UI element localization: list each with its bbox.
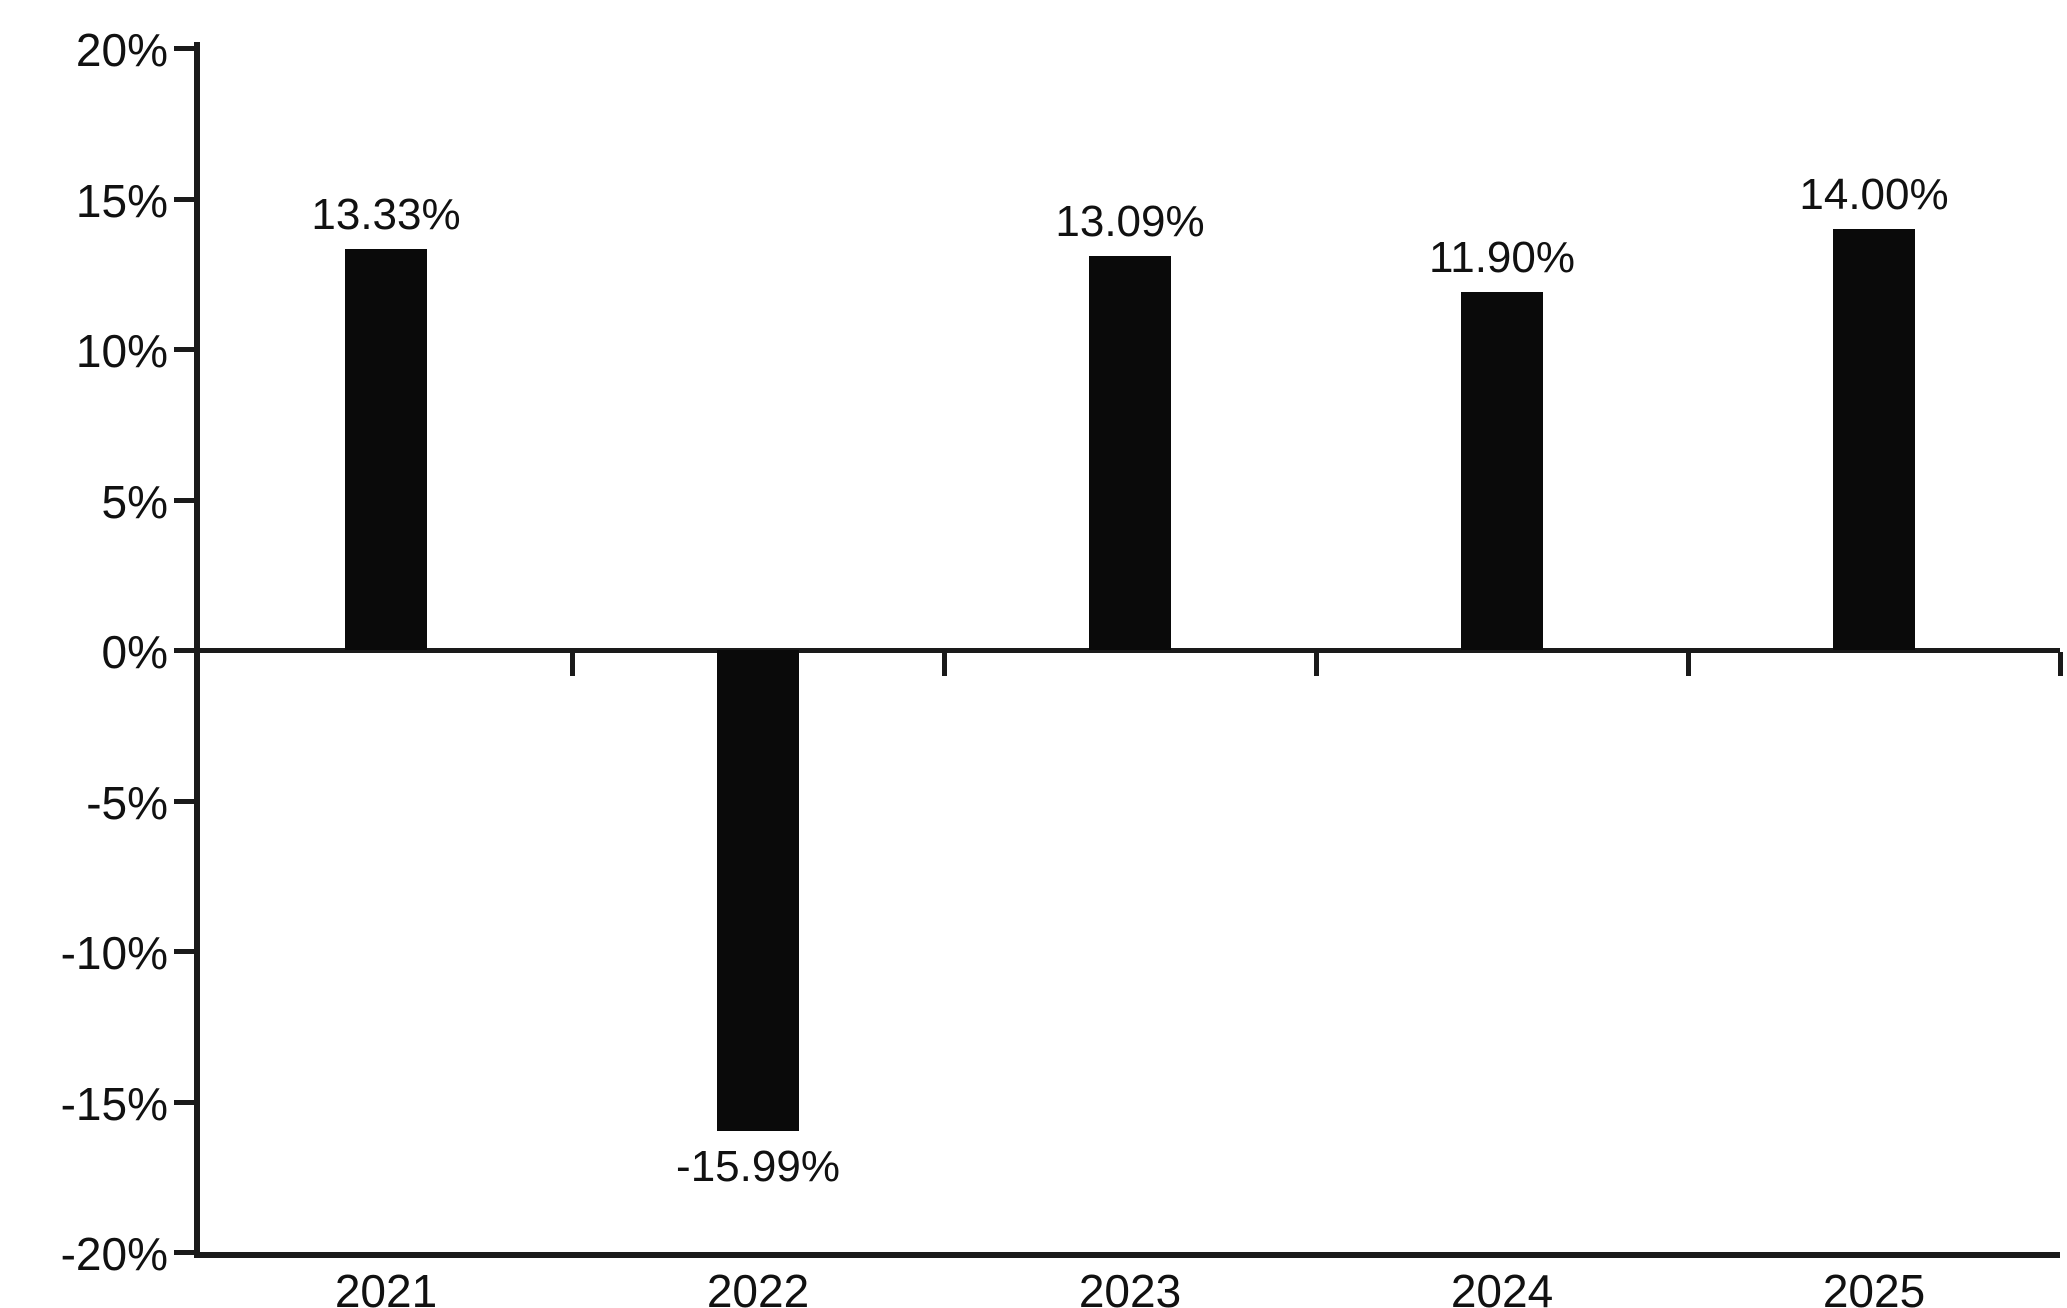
bar-2022 — [717, 650, 799, 1132]
y-tick-label: -15% — [60, 1077, 168, 1130]
bar-value-label: 13.09% — [1055, 196, 1205, 246]
y-tick-label: -5% — [86, 776, 168, 829]
bar-2024 — [1461, 291, 1543, 650]
x-category-label: 2022 — [706, 1265, 810, 1308]
y-tick-mark — [174, 798, 200, 804]
y-tick-label: 20% — [75, 24, 168, 76]
y-tick-label: 5% — [101, 475, 168, 528]
y-tick-mark — [174, 46, 200, 51]
bar-value-label: 13.33% — [311, 189, 461, 239]
x-tick-mark — [2058, 652, 2063, 676]
bar-2023 — [1089, 255, 1171, 650]
bar-value-label: 11.90% — [1429, 232, 1575, 282]
y-tick-mark — [174, 1099, 200, 1105]
y-tick-mark — [174, 497, 200, 503]
zero-axis-line — [200, 648, 2060, 653]
x-tick-mark — [1314, 652, 1319, 676]
x-axis-line — [194, 1252, 2060, 1258]
x-category-label: 2023 — [1078, 1265, 1182, 1308]
bar-2021 — [345, 248, 427, 650]
plot-area: 13.33% -15.99% 13.09% 11.90% 14.00% — [200, 48, 2063, 1252]
bar-value-label: -15.99% — [676, 1142, 840, 1192]
y-tick-label: -10% — [60, 927, 168, 979]
x-category-label: 2021 — [334, 1265, 438, 1308]
y-tick-mark — [174, 949, 200, 954]
x-category-label: 2024 — [1450, 1265, 1554, 1308]
y-tick-label: -20% — [60, 1228, 168, 1280]
y-tick-mark — [174, 196, 200, 202]
x-tick-mark — [1686, 652, 1691, 676]
y-tick-label: 0% — [101, 626, 168, 678]
y-tick-mark — [174, 347, 200, 352]
y-tick-label: 10% — [75, 325, 168, 377]
x-tick-mark — [942, 652, 947, 676]
y-tick-mark — [174, 1250, 200, 1255]
x-tick-mark — [570, 652, 575, 676]
y-tick-mark — [174, 648, 200, 653]
x-category-label: 2025 — [1822, 1265, 1926, 1308]
bar-2025 — [1833, 228, 1915, 650]
y-tick-label: 15% — [75, 174, 168, 227]
bar-value-label: 14.00% — [1799, 169, 1949, 219]
